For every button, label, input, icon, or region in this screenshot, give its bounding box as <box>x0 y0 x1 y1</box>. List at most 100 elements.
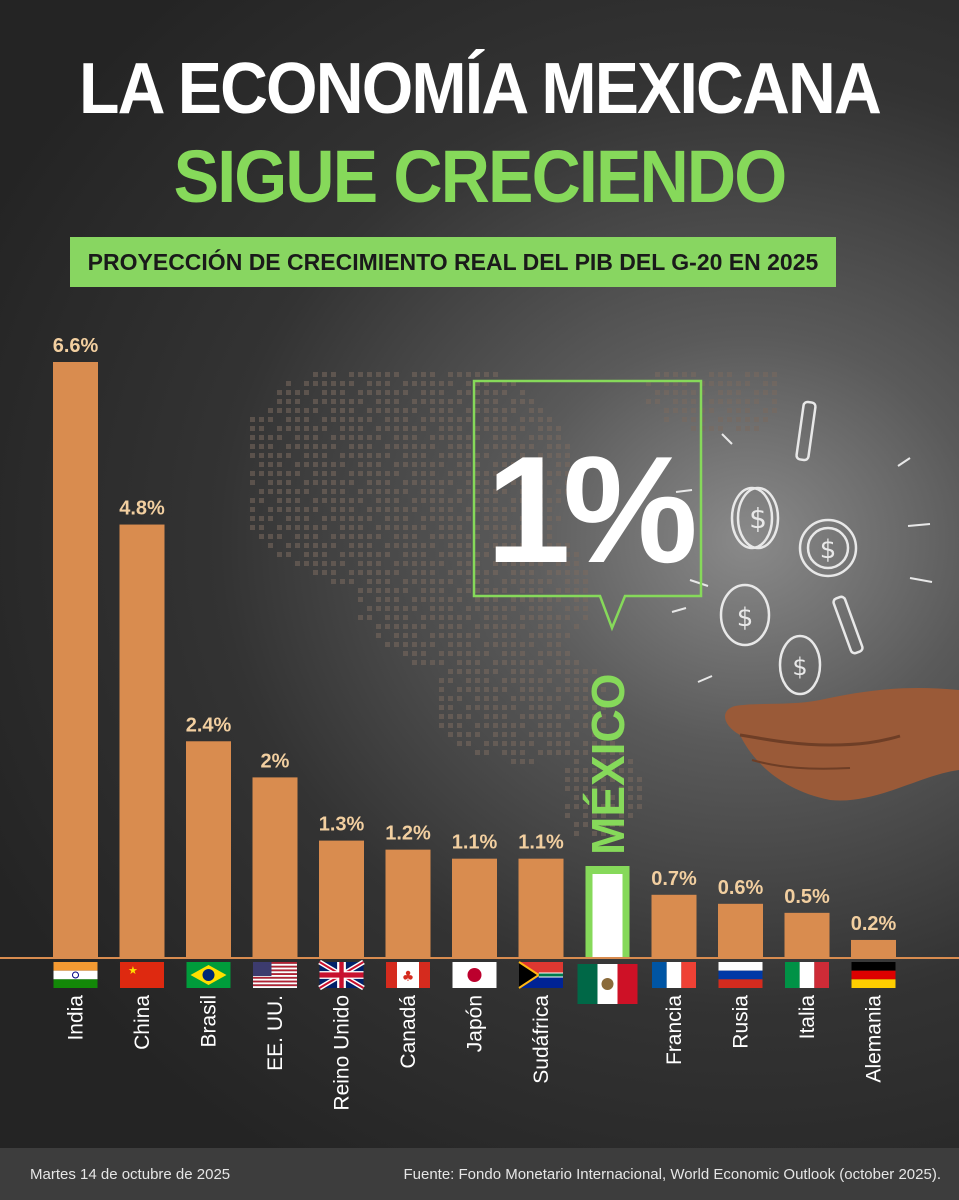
map-dot <box>475 435 480 440</box>
map-dot <box>637 804 642 809</box>
map-dot <box>574 759 579 764</box>
map-dot <box>592 768 597 773</box>
map-dot <box>439 705 444 710</box>
map-dot <box>421 525 426 530</box>
map-dot <box>520 498 525 503</box>
map-dot <box>763 381 768 386</box>
map-dot <box>358 444 363 449</box>
map-dot <box>466 588 471 593</box>
map-dot <box>439 498 444 503</box>
map-dot <box>565 489 570 494</box>
map-dot <box>313 372 318 377</box>
map-dot <box>592 741 597 746</box>
map-dot <box>520 579 525 584</box>
map-dot <box>439 606 444 611</box>
map-dot <box>754 417 759 422</box>
map-dot <box>547 624 552 629</box>
map-dot <box>439 651 444 656</box>
map-dot <box>475 597 480 602</box>
map-dot <box>484 705 489 710</box>
map-dot <box>682 408 687 413</box>
map-dot <box>754 390 759 395</box>
map-dot <box>268 534 273 539</box>
map-dot <box>466 741 471 746</box>
map-dot <box>295 399 300 404</box>
footer-date: Martes 14 de octubre de 2025 <box>30 1166 231 1183</box>
map-dot <box>394 624 399 629</box>
map-dot <box>592 795 597 800</box>
map-dot <box>484 507 489 512</box>
map-dot <box>619 822 624 827</box>
map-dot <box>376 633 381 638</box>
map-dot <box>727 372 732 377</box>
category-label: Reino Unido <box>331 995 354 1111</box>
map-dot <box>367 552 372 557</box>
map-dot <box>718 381 723 386</box>
map-dot <box>376 525 381 530</box>
map-dot <box>556 426 561 431</box>
map-dot <box>592 831 597 836</box>
map-dot <box>520 588 525 593</box>
map-dot <box>250 516 255 521</box>
map-dot <box>421 372 426 377</box>
map-dot <box>493 705 498 710</box>
map-dot <box>349 453 354 458</box>
map-dot <box>502 687 507 692</box>
map-dot <box>529 660 534 665</box>
map-dot <box>664 381 669 386</box>
map-dot <box>538 453 543 458</box>
map-dot <box>565 768 570 773</box>
map-dot <box>250 453 255 458</box>
map-dot <box>556 687 561 692</box>
map-dot <box>547 651 552 656</box>
map-dot <box>403 633 408 638</box>
map-dot <box>268 435 273 440</box>
map-dot <box>511 669 516 674</box>
map-dot <box>331 399 336 404</box>
map-dot <box>412 399 417 404</box>
map-dot <box>349 480 354 485</box>
map-dot <box>286 471 291 476</box>
map-dot <box>322 381 327 386</box>
map-dot <box>718 417 723 422</box>
map-dot <box>565 804 570 809</box>
map-dot <box>556 516 561 521</box>
map-dot <box>502 507 507 512</box>
map-dot <box>493 516 498 521</box>
map-dot <box>529 705 534 710</box>
map-dot <box>475 408 480 413</box>
bars-group: 6.6% 4.8% 2.4% 2% 1.3% 1.2% 1.1% 1.1% 0.7% 0.6% 0.… <box>53 335 897 958</box>
map-dot <box>331 561 336 566</box>
map-dot <box>520 660 525 665</box>
bar <box>851 939 896 958</box>
map-dot <box>448 426 453 431</box>
map-dot <box>601 723 606 728</box>
map-dot <box>259 453 264 458</box>
map-dot <box>367 471 372 476</box>
map-dot <box>502 390 507 395</box>
map-dot <box>493 489 498 494</box>
map-dot <box>466 543 471 548</box>
map-dot <box>421 579 426 584</box>
map-dot <box>673 372 678 377</box>
map-dot <box>700 408 705 413</box>
map-dot <box>538 696 543 701</box>
map-dot <box>358 516 363 521</box>
map-dot <box>367 561 372 566</box>
map-dot <box>583 669 588 674</box>
map-dot <box>628 813 633 818</box>
svg-text:$: $ <box>792 653 807 681</box>
map-dot <box>331 498 336 503</box>
map-dot <box>538 579 543 584</box>
map-dot <box>322 498 327 503</box>
map-dot <box>484 480 489 485</box>
map-dot <box>376 471 381 476</box>
map-dot <box>331 408 336 413</box>
map-dot <box>529 741 534 746</box>
map-dot <box>700 426 705 431</box>
map-dot <box>601 741 606 746</box>
map-dot <box>493 723 498 728</box>
map-dot <box>511 732 516 737</box>
map-dot <box>457 561 462 566</box>
map-dot <box>727 417 732 422</box>
